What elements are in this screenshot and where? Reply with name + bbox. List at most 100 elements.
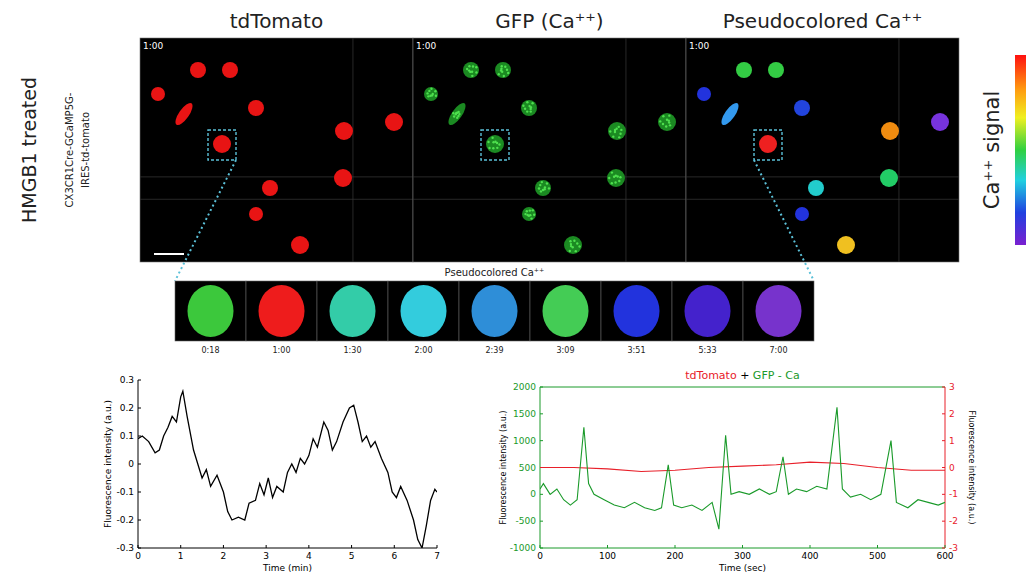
x-tick-label: 100 — [599, 551, 616, 561]
y2-tick-label: 0 — [949, 463, 955, 473]
x-tick — [877, 545, 878, 548]
x-axis — [138, 548, 437, 549]
speckle — [466, 68, 468, 70]
speckle — [496, 142, 498, 144]
x-tick-label: 200 — [666, 551, 683, 561]
cell — [564, 236, 582, 254]
y2-tick-label: -3 — [949, 543, 958, 553]
highlight-box — [481, 130, 509, 160]
title-part: tdTomato — [685, 369, 737, 382]
speckle — [530, 108, 532, 110]
cell — [424, 87, 438, 101]
speckle — [618, 126, 620, 128]
chart: 0100200300400500600-1000-500050010001500… — [499, 369, 976, 573]
speckle — [576, 242, 578, 244]
frame-top — [540, 387, 945, 388]
y-tick — [138, 408, 141, 409]
speckle — [569, 240, 571, 242]
strip-cell — [614, 285, 660, 337]
line — [540, 462, 945, 471]
x-tick-label: 0 — [135, 551, 141, 561]
speckle — [659, 120, 661, 122]
x-tick-label: 4 — [306, 551, 312, 561]
cell — [535, 180, 551, 196]
y-tick-label: 1500 — [513, 409, 536, 419]
speckle — [612, 135, 614, 137]
cell — [837, 236, 855, 254]
x-tick-label: 3 — [263, 551, 269, 561]
speckle — [427, 95, 429, 97]
speckle — [569, 250, 571, 252]
y-tick-label: -1000 — [510, 543, 536, 553]
speckle — [434, 90, 436, 92]
cell — [736, 62, 752, 78]
frame-line — [625, 38, 626, 262]
cell — [881, 122, 899, 140]
connector — [754, 160, 814, 281]
speckle — [501, 65, 503, 67]
chart-title: tdTomato + GFP - Ca — [685, 369, 799, 382]
x-axis-title: Time (min) — [262, 563, 312, 573]
y-tick-label: -0.2 — [116, 515, 134, 525]
cell — [172, 100, 195, 127]
y2-tick — [942, 413, 945, 414]
highlight-box — [754, 130, 782, 160]
speckle — [435, 95, 437, 97]
speckle — [524, 213, 526, 215]
x-tick-label: 400 — [801, 551, 818, 561]
speckle — [540, 190, 542, 192]
frame-line — [413, 199, 686, 200]
y-tick-label: -0.3 — [116, 543, 134, 553]
x-tick-label: 0 — [537, 551, 543, 561]
speckle — [665, 125, 667, 127]
frame-line — [140, 176, 413, 177]
speckle — [475, 66, 477, 68]
strip-cell — [401, 285, 447, 337]
panel-title: tdTomato — [230, 9, 323, 33]
y-tick — [540, 548, 543, 549]
cell — [190, 62, 206, 78]
speckle — [608, 177, 610, 179]
speckle — [619, 133, 621, 135]
y2-axis-title: Fluorescence intensity (a.u.) — [967, 411, 976, 525]
speckle — [472, 65, 474, 67]
speckle — [532, 209, 534, 211]
x-tick — [810, 545, 811, 548]
speckle — [546, 182, 548, 184]
speckle — [507, 72, 509, 74]
y2-tick-label: -1 — [949, 489, 958, 499]
frame-time: 5:33 — [699, 346, 717, 355]
x-tick-label: 500 — [869, 551, 886, 561]
figure: HMGB1 treatedCX3CR1Cre-GCaMP5G-IRES-td-t… — [0, 0, 1030, 576]
image-panel: 1:00 — [140, 38, 413, 262]
speckle — [453, 115, 455, 117]
cell — [335, 122, 353, 140]
strip-cell — [756, 285, 802, 337]
x-tick — [742, 545, 743, 548]
frame-time: 7:00 — [770, 346, 788, 355]
speckle — [618, 180, 620, 182]
speckle — [533, 214, 535, 216]
y-tick — [540, 440, 543, 441]
frame-line — [140, 199, 413, 200]
strip-frame — [388, 281, 459, 341]
image-panel: 1:00 — [413, 38, 686, 262]
frame-time: 0:18 — [202, 346, 220, 355]
cell — [522, 207, 536, 221]
frame-line — [686, 199, 959, 200]
cell — [658, 113, 676, 131]
cell — [759, 135, 777, 153]
highlight-box — [208, 130, 236, 160]
speckle — [429, 94, 431, 96]
speckle — [475, 71, 477, 73]
connector — [175, 160, 236, 281]
speckle — [573, 240, 575, 242]
strip-frame — [601, 281, 672, 341]
speckle — [468, 65, 470, 67]
y-tick-label: -0.1 — [116, 487, 134, 497]
speckle — [491, 136, 493, 138]
strip-frame — [175, 281, 246, 341]
x-tick-label: 7 — [434, 551, 440, 561]
speckle — [578, 245, 580, 247]
y-axis-title: Fluorescence intensity (a.u.) — [103, 400, 113, 528]
